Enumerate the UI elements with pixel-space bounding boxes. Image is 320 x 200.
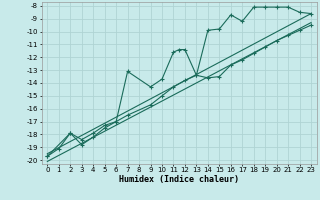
- X-axis label: Humidex (Indice chaleur): Humidex (Indice chaleur): [119, 175, 239, 184]
